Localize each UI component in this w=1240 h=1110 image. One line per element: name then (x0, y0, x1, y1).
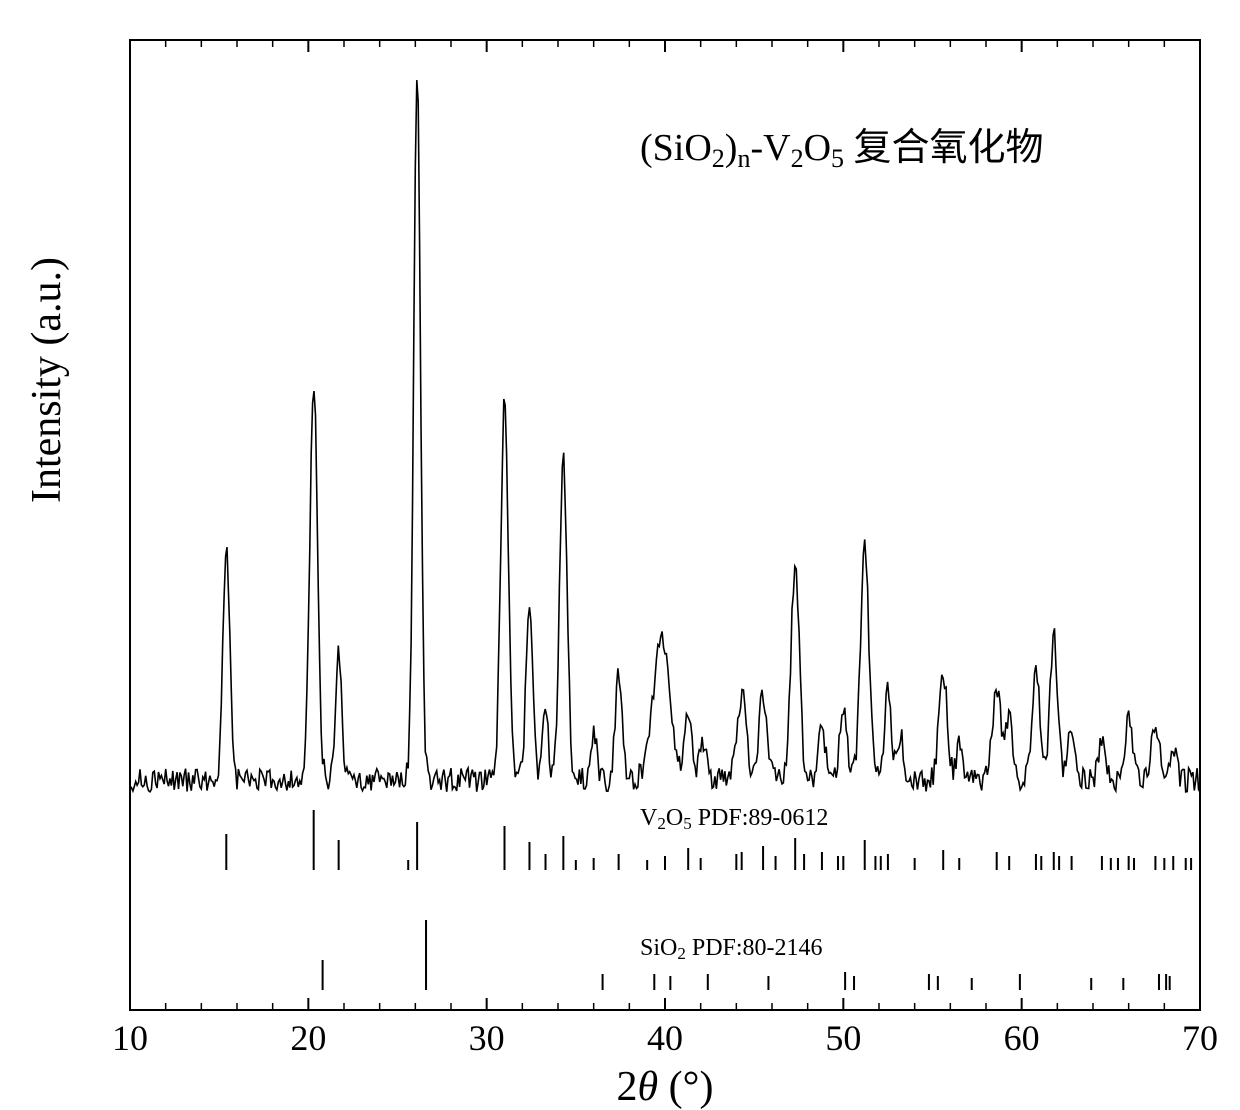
x-tick-label: 10 (112, 1018, 148, 1058)
x-tick-label: 30 (469, 1018, 505, 1058)
x-tick-label: 20 (290, 1018, 326, 1058)
chart-title: (SiO2)n-V2O5 复合氧化物 (640, 127, 1044, 173)
chart-svg: 10 20 30 40 50 60 70 2θ (°) Intensity (a.u.) (SiO… (0, 0, 1240, 1110)
ref1-label: V2O5 PDF:89-0612 (640, 805, 828, 833)
x-tick-label: 50 (825, 1018, 861, 1058)
x-tick-label: 70 (1182, 1018, 1218, 1058)
xrd-chart: 10 20 30 40 50 60 70 2θ (°) Intensity (a.u.) (SiO… (0, 0, 1240, 1110)
y-axis-label: Intensity (a.u.) (24, 257, 70, 503)
xrd-line (130, 80, 1200, 792)
x-tick-label: 40 (647, 1018, 683, 1058)
x-axis-label: 2θ (°) (617, 1064, 714, 1110)
ref2-label: SiO2 PDF:80-2146 (640, 935, 823, 963)
x-tick-label: 60 (1004, 1018, 1040, 1058)
